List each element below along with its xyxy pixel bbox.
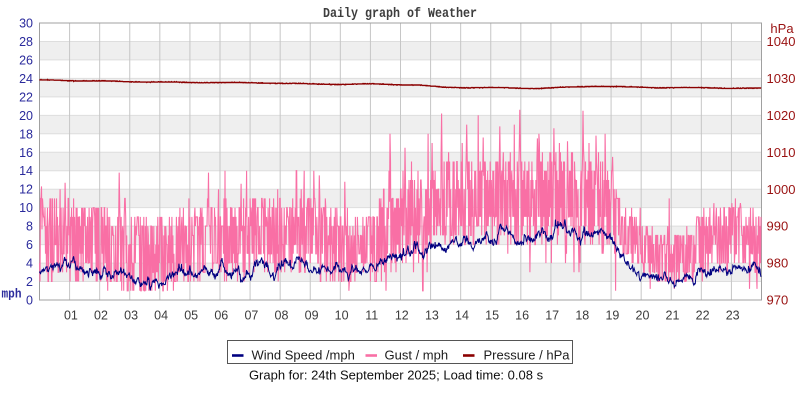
svg-text:16: 16 xyxy=(515,309,529,323)
svg-text:09: 09 xyxy=(305,309,319,323)
svg-text:30: 30 xyxy=(19,17,33,31)
svg-text:1010: 1010 xyxy=(767,145,796,160)
svg-text:1030: 1030 xyxy=(767,71,796,86)
svg-text:14: 14 xyxy=(19,164,33,178)
svg-text:990: 990 xyxy=(767,219,789,234)
svg-text:6: 6 xyxy=(26,238,33,252)
svg-text:24: 24 xyxy=(19,72,33,86)
svg-text:28: 28 xyxy=(19,35,33,49)
svg-text:17: 17 xyxy=(545,309,559,323)
svg-text:07: 07 xyxy=(244,309,258,323)
svg-text:Daily graph of Weather: Daily graph of Weather xyxy=(323,6,477,22)
svg-text:15: 15 xyxy=(485,309,499,323)
svg-text:05: 05 xyxy=(184,309,198,323)
svg-text:20: 20 xyxy=(636,309,650,323)
svg-text:08: 08 xyxy=(275,309,289,323)
svg-text:04: 04 xyxy=(154,309,168,323)
svg-text:14: 14 xyxy=(455,309,469,323)
svg-text:22: 22 xyxy=(19,90,33,104)
svg-text:03: 03 xyxy=(124,309,138,323)
svg-text:06: 06 xyxy=(214,309,228,323)
svg-text:21: 21 xyxy=(666,309,680,323)
svg-text:8: 8 xyxy=(26,220,33,234)
svg-text:mph: mph xyxy=(2,287,22,302)
svg-text:Pressure / hPa: Pressure / hPa xyxy=(484,348,571,363)
svg-text:1040: 1040 xyxy=(767,34,796,49)
svg-text:12: 12 xyxy=(395,309,409,323)
svg-text:hPa: hPa xyxy=(770,21,794,36)
svg-text:Graph for: 24th September 2025: Graph for: 24th September 2025; Load tim… xyxy=(249,368,544,383)
svg-text:4: 4 xyxy=(26,257,33,271)
svg-text:1000: 1000 xyxy=(767,182,796,197)
svg-text:01: 01 xyxy=(64,309,78,323)
svg-text:980: 980 xyxy=(767,256,789,271)
svg-text:18: 18 xyxy=(19,127,33,141)
svg-text:23: 23 xyxy=(726,309,740,323)
svg-text:26: 26 xyxy=(19,53,33,67)
svg-text:10: 10 xyxy=(19,201,33,215)
svg-text:Gust / mph: Gust / mph xyxy=(385,348,449,363)
svg-text:0: 0 xyxy=(26,294,33,308)
svg-text:20: 20 xyxy=(19,109,33,123)
svg-text:12: 12 xyxy=(19,183,33,197)
svg-text:19: 19 xyxy=(605,309,619,323)
svg-text:1020: 1020 xyxy=(767,108,796,123)
svg-text:10: 10 xyxy=(335,309,349,323)
svg-text:11: 11 xyxy=(365,309,378,323)
svg-text:02: 02 xyxy=(94,309,108,323)
svg-text:970: 970 xyxy=(767,293,789,308)
svg-text:2: 2 xyxy=(26,275,33,289)
svg-text:Wind Speed /mph: Wind Speed /mph xyxy=(252,348,355,363)
svg-text:13: 13 xyxy=(425,309,439,323)
svg-text:16: 16 xyxy=(19,146,33,160)
svg-text:18: 18 xyxy=(575,309,589,323)
svg-text:22: 22 xyxy=(696,309,710,323)
